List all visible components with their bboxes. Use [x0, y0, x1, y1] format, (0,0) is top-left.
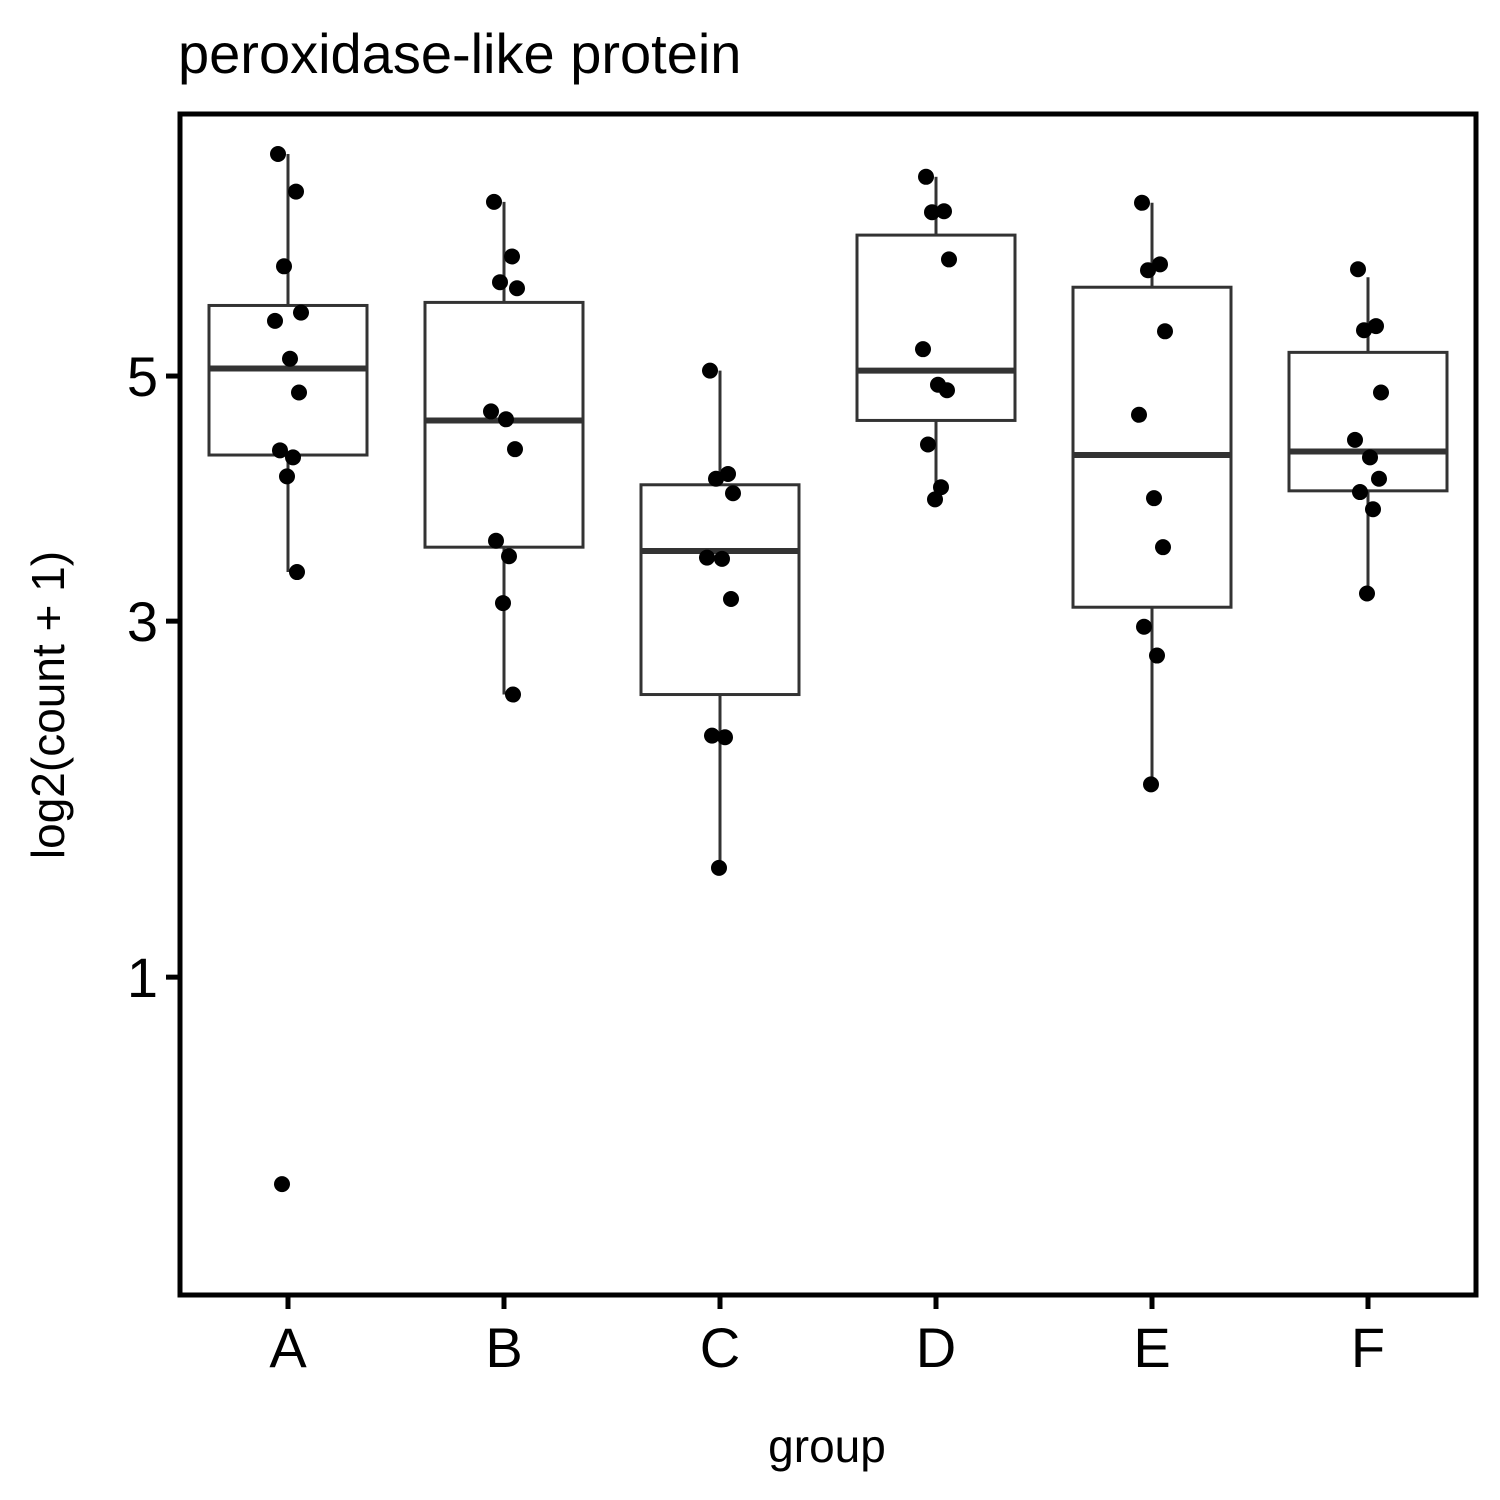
data-point-c: [725, 485, 741, 502]
data-point-f: [1362, 449, 1378, 466]
data-point-a: [272, 442, 288, 459]
data-point-a: [288, 183, 304, 200]
data-point-f: [1371, 470, 1387, 487]
data-point-e: [1134, 194, 1150, 211]
data-point-c: [699, 549, 715, 566]
boxes-layer: [207, 154, 1449, 868]
data-point-e: [1136, 618, 1152, 635]
points-layer: [267, 146, 1389, 1193]
data-point-b: [495, 595, 511, 612]
x-tick-label-c: C: [700, 1316, 740, 1379]
data-point-d: [936, 203, 952, 220]
data-point-c: [702, 362, 718, 379]
data-point-f: [1373, 384, 1389, 401]
box-a: [207, 154, 369, 573]
box-iqr-a: [207, 303, 369, 457]
data-point-a: [270, 146, 286, 163]
data-point-e: [1155, 539, 1171, 556]
y-tick-label-1: 1: [127, 946, 158, 1009]
data-point-e: [1143, 776, 1159, 793]
box-d: [855, 176, 1017, 493]
box-iqr-e: [1071, 285, 1233, 609]
x-tick-label-e: E: [1133, 1316, 1170, 1379]
data-point-b: [486, 193, 502, 210]
data-point-b: [483, 403, 499, 420]
data-point-d: [920, 436, 936, 453]
data-point-d: [918, 168, 934, 185]
data-point-c: [723, 590, 739, 607]
data-point-f: [1368, 318, 1384, 335]
box-c: [639, 370, 801, 868]
data-point-f: [1352, 484, 1368, 501]
data-point-d: [924, 204, 940, 221]
data-point-f: [1350, 261, 1366, 278]
data-point-f: [1365, 501, 1381, 518]
x-tick-label-f: F: [1351, 1316, 1385, 1379]
data-point-d: [941, 251, 957, 268]
data-point-c: [714, 550, 730, 567]
x-axis-title: group: [768, 1420, 886, 1472]
data-point-b: [488, 532, 504, 549]
plot-panel-border: [177, 111, 1479, 1298]
x-tick-label-a: A: [269, 1316, 307, 1379]
data-point-b: [507, 441, 523, 458]
chart-title: peroxidase-like protein: [178, 22, 741, 85]
data-point-a: [289, 564, 305, 581]
data-point-a: [282, 350, 298, 367]
data-point-a: [276, 258, 292, 275]
box-f: [1287, 277, 1449, 594]
data-point-d: [939, 382, 955, 399]
y-tick-label-5: 5: [127, 345, 158, 408]
data-point-a: [274, 1176, 290, 1193]
box-iqr-c: [639, 483, 801, 697]
data-point-e: [1146, 490, 1162, 507]
data-point-e: [1157, 323, 1173, 340]
x-tick-label-b: B: [485, 1316, 522, 1379]
data-point-b: [504, 248, 520, 265]
data-point-e: [1131, 406, 1147, 423]
data-point-f: [1359, 585, 1375, 602]
data-point-c: [711, 859, 727, 876]
data-point-b: [505, 686, 521, 703]
data-point-a: [293, 304, 309, 321]
data-point-e: [1140, 262, 1156, 279]
data-point-f: [1356, 322, 1372, 339]
data-point-d: [933, 479, 949, 496]
data-point-d: [915, 341, 931, 358]
data-point-a: [279, 468, 295, 485]
data-point-b: [498, 411, 514, 428]
data-point-d: [927, 491, 943, 508]
box-b: [423, 201, 585, 695]
data-point-e: [1152, 256, 1168, 273]
data-point-a: [267, 312, 283, 329]
x-tick-label-d: D: [916, 1316, 956, 1379]
data-point-a: [291, 384, 307, 401]
y-axis-title: log2(count + 1): [22, 551, 74, 859]
x-axis: A B C D E F: [269, 1295, 1385, 1379]
data-point-f: [1347, 431, 1363, 448]
y-axis: 1 3 5: [127, 345, 180, 1009]
data-point-a: [285, 449, 301, 466]
data-point-c: [704, 727, 720, 744]
data-point-c: [708, 470, 724, 487]
box-e: [1071, 202, 1233, 785]
box-iqr-f: [1287, 350, 1449, 493]
data-point-c: [720, 465, 736, 482]
y-tick-label-3: 3: [127, 590, 158, 653]
box-iqr-d: [855, 233, 1017, 422]
data-point-c: [717, 729, 733, 746]
data-point-b: [509, 280, 525, 297]
data-point-e: [1149, 647, 1165, 664]
data-point-b: [501, 548, 517, 565]
data-point-b: [492, 274, 508, 291]
